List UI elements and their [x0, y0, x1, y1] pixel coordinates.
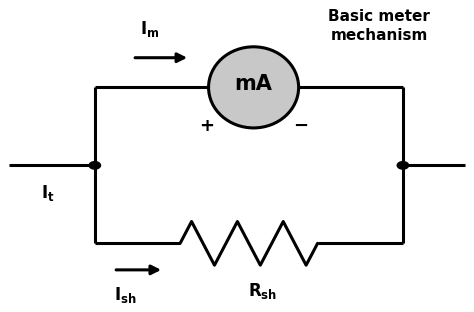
Text: −: −	[293, 117, 309, 135]
Ellipse shape	[209, 47, 299, 128]
Circle shape	[89, 162, 100, 169]
Circle shape	[397, 162, 409, 169]
Text: +: +	[199, 117, 214, 135]
Text: Basic meter
mechanism: Basic meter mechanism	[328, 9, 430, 43]
Text: $\mathbf{I_{sh}}$: $\mathbf{I_{sh}}$	[114, 285, 137, 305]
Text: $\mathbf{I_m}$: $\mathbf{I_m}$	[140, 19, 159, 39]
Text: $\mathbf{R_{sh}}$: $\mathbf{R_{sh}}$	[248, 281, 278, 301]
Text: mA: mA	[235, 74, 273, 94]
Text: $\mathbf{I_t}$: $\mathbf{I_t}$	[41, 183, 54, 203]
